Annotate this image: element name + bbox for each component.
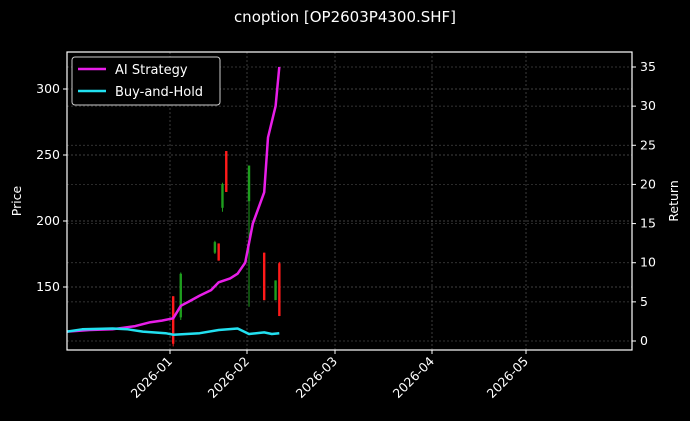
candle-body [213,242,217,253]
y2-tick-label: 0 [640,333,648,348]
candle-body [179,273,182,318]
series-buy-and-hold [66,327,280,336]
candle-body [274,280,277,301]
candle-body [225,151,228,192]
y-axis-label: Price [9,185,24,216]
y2-tick-label: 20 [640,176,656,191]
legend: AI Strategy Buy-and-Hold [71,56,221,106]
candle-body [171,296,175,344]
x-tick-label: 2026-02 [205,354,253,402]
candle-body [278,263,281,317]
candle-body [262,252,266,301]
x-axis: 2026-01 2026-02 2026-03 2026-04 2026-05 [128,350,532,402]
x-tick-label: 2026-01 [128,354,176,402]
y2-tick-label: 15 [640,216,656,231]
candle-body [217,243,220,261]
left-y-axis: 150 200 250 300 [36,81,67,294]
series-ai-strategy [66,66,281,333]
y2-tick-label: 35 [640,59,656,74]
plot-frame [66,51,633,351]
candle-body [221,184,224,208]
right-y-axis: 0 5 10 15 20 25 30 35 [632,59,656,348]
y2-axis-label: Return [666,180,681,221]
grid-lines [67,52,632,350]
x-tick-label: 2026-04 [390,353,438,401]
y2-tick-label: 5 [640,294,648,309]
series-lines [66,66,281,336]
x-tick-label: 2026-03 [293,354,341,402]
legend-label-buy-and-hold: Buy-and-Hold [115,85,203,100]
x-tick-label: 2026-05 [484,354,532,402]
y-tick-label: 300 [36,81,60,96]
y2-tick-label: 25 [640,137,656,152]
y2-tick-label: 10 [640,255,656,270]
candle-body [247,165,251,202]
candlesticks [171,151,281,347]
legend-label-ai-strategy: AI Strategy [115,63,188,78]
y-tick-label: 200 [36,213,60,228]
y2-tick-label: 30 [640,98,656,113]
y-tick-label: 150 [36,279,60,294]
chart-title: cnoption [OP2603P4300.SHF] [233,8,457,26]
legend-box [71,56,221,106]
y-tick-label: 250 [36,147,60,162]
